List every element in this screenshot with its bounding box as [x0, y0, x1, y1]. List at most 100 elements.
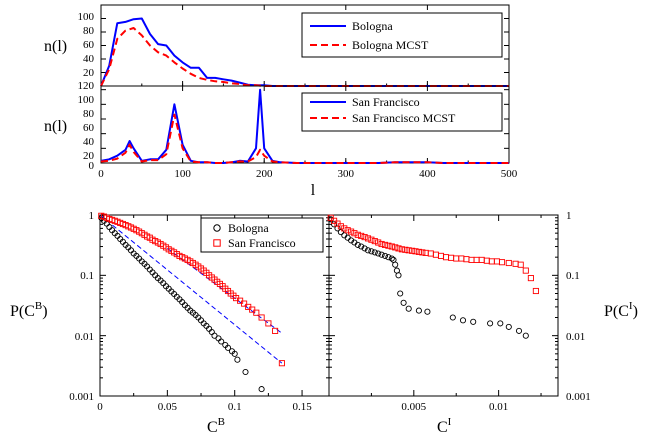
data-point: [392, 261, 399, 268]
tick-label: 0.1: [228, 401, 242, 413]
legend: Bologna Bologna MCST: [301, 12, 503, 58]
tick-label: 0.1: [80, 270, 94, 282]
tick-label: 0: [89, 160, 95, 172]
data-point: [378, 251, 385, 258]
data-point: [405, 305, 412, 312]
data-point: [272, 327, 279, 334]
tick-label: 200: [256, 168, 273, 180]
tick-label: 100: [174, 168, 191, 180]
data-point: [473, 256, 480, 263]
series-points: [98, 212, 285, 393]
data-point: [497, 320, 504, 327]
fit-line: [99, 214, 283, 364]
tick-label: 500: [501, 168, 518, 180]
data-point: [351, 230, 358, 237]
tick-label: 0.01: [75, 331, 94, 343]
data-point: [437, 252, 445, 259]
legend-label: Bologna MCST: [352, 38, 429, 52]
tick-label: 100: [78, 94, 95, 106]
panel-san-francisco: 100 80 60 40 20 0 0 100 200 300 400 500 …: [44, 85, 518, 199]
data-point: [364, 235, 372, 242]
data-point: [371, 249, 378, 256]
panel-ci: 1 0.1 0.01 0.001 0.005 0.01 P(CI) CI: [327, 210, 638, 436]
data-point: [368, 248, 375, 255]
data-point: [412, 248, 419, 255]
data-point: [361, 245, 368, 252]
data-point: [483, 257, 490, 264]
tick-label: 40: [83, 53, 95, 65]
data-point: [395, 245, 402, 252]
data-point: [527, 275, 534, 282]
tick-label: 0.005: [401, 401, 426, 413]
data-point: [392, 244, 399, 251]
series-lines: [100, 88, 509, 164]
data-point: [354, 241, 361, 248]
data-point: [512, 260, 519, 267]
data-point: [488, 258, 495, 265]
axis-label-close: ): [633, 303, 638, 320]
y-axis-label: P(CB): [10, 300, 48, 320]
tick-label: 80: [83, 25, 95, 37]
tick-label: 0.05: [158, 401, 178, 413]
data-point: [258, 314, 265, 321]
data-point: [278, 360, 285, 367]
legend-marker: [213, 239, 221, 247]
panel-cb: 1 0.1 0.01 0.001 0 0.05 0.1 0.15 P(CB) C…: [10, 210, 330, 436]
tick-label: 100: [78, 11, 95, 23]
series-points: [327, 214, 539, 339]
axis-label-main: C: [207, 419, 218, 436]
tick-label: 0.01: [489, 401, 508, 413]
axis-label-main: P(C: [10, 303, 35, 320]
tick-label: 60: [83, 39, 95, 51]
data-point: [459, 317, 467, 324]
data-point: [224, 344, 232, 351]
data-point: [398, 246, 405, 253]
data-point: [378, 240, 385, 248]
axis-label-main: C: [437, 419, 448, 436]
y-axis-label: P(CI): [604, 300, 638, 320]
data-point: [344, 227, 351, 234]
data-point: [442, 254, 450, 261]
legend: San Francisco San Francisco MCST: [301, 92, 503, 132]
data-point: [415, 307, 422, 314]
data-point: [361, 234, 368, 241]
tick-label: 1: [89, 210, 95, 222]
x-axis-label: l: [311, 182, 316, 199]
data-point: [468, 256, 475, 263]
data-point: [424, 308, 431, 315]
legend-label: Bologna: [228, 221, 269, 235]
data-point: [498, 259, 506, 266]
data-point: [249, 306, 256, 313]
legend-box: [200, 217, 324, 253]
data-point: [348, 228, 355, 235]
y-axis-label: n(l): [44, 118, 67, 135]
data-point: [375, 250, 382, 257]
series-line: [100, 113, 509, 164]
tick-label: 0.001: [566, 391, 591, 403]
tick-marks: [328, 214, 558, 397]
data-point: [354, 231, 361, 238]
tick-label: 1: [566, 210, 572, 222]
data-point: [449, 314, 456, 321]
tick-label: 120: [78, 80, 95, 92]
data-point: [258, 386, 265, 393]
fit-lines: [99, 214, 283, 364]
data-point: [400, 299, 407, 306]
x-axis-label: CB: [207, 416, 225, 436]
legend-label: San Francisco: [228, 236, 296, 250]
data-point: [478, 256, 485, 263]
tick-label: 0.01: [566, 331, 585, 343]
data-point: [234, 356, 241, 363]
data-point: [522, 267, 529, 274]
axis-label-sup: B: [35, 300, 42, 312]
data-point: [337, 229, 344, 236]
data-point: [265, 320, 272, 327]
data-point: [522, 332, 529, 339]
data-point: [409, 247, 416, 254]
data-point: [517, 261, 524, 268]
tick-label: 0: [97, 401, 103, 413]
legend-label: Bologna: [352, 19, 393, 33]
data-point: [505, 259, 512, 267]
tick-label: 60: [83, 122, 95, 134]
tick-label: 20: [83, 67, 95, 79]
